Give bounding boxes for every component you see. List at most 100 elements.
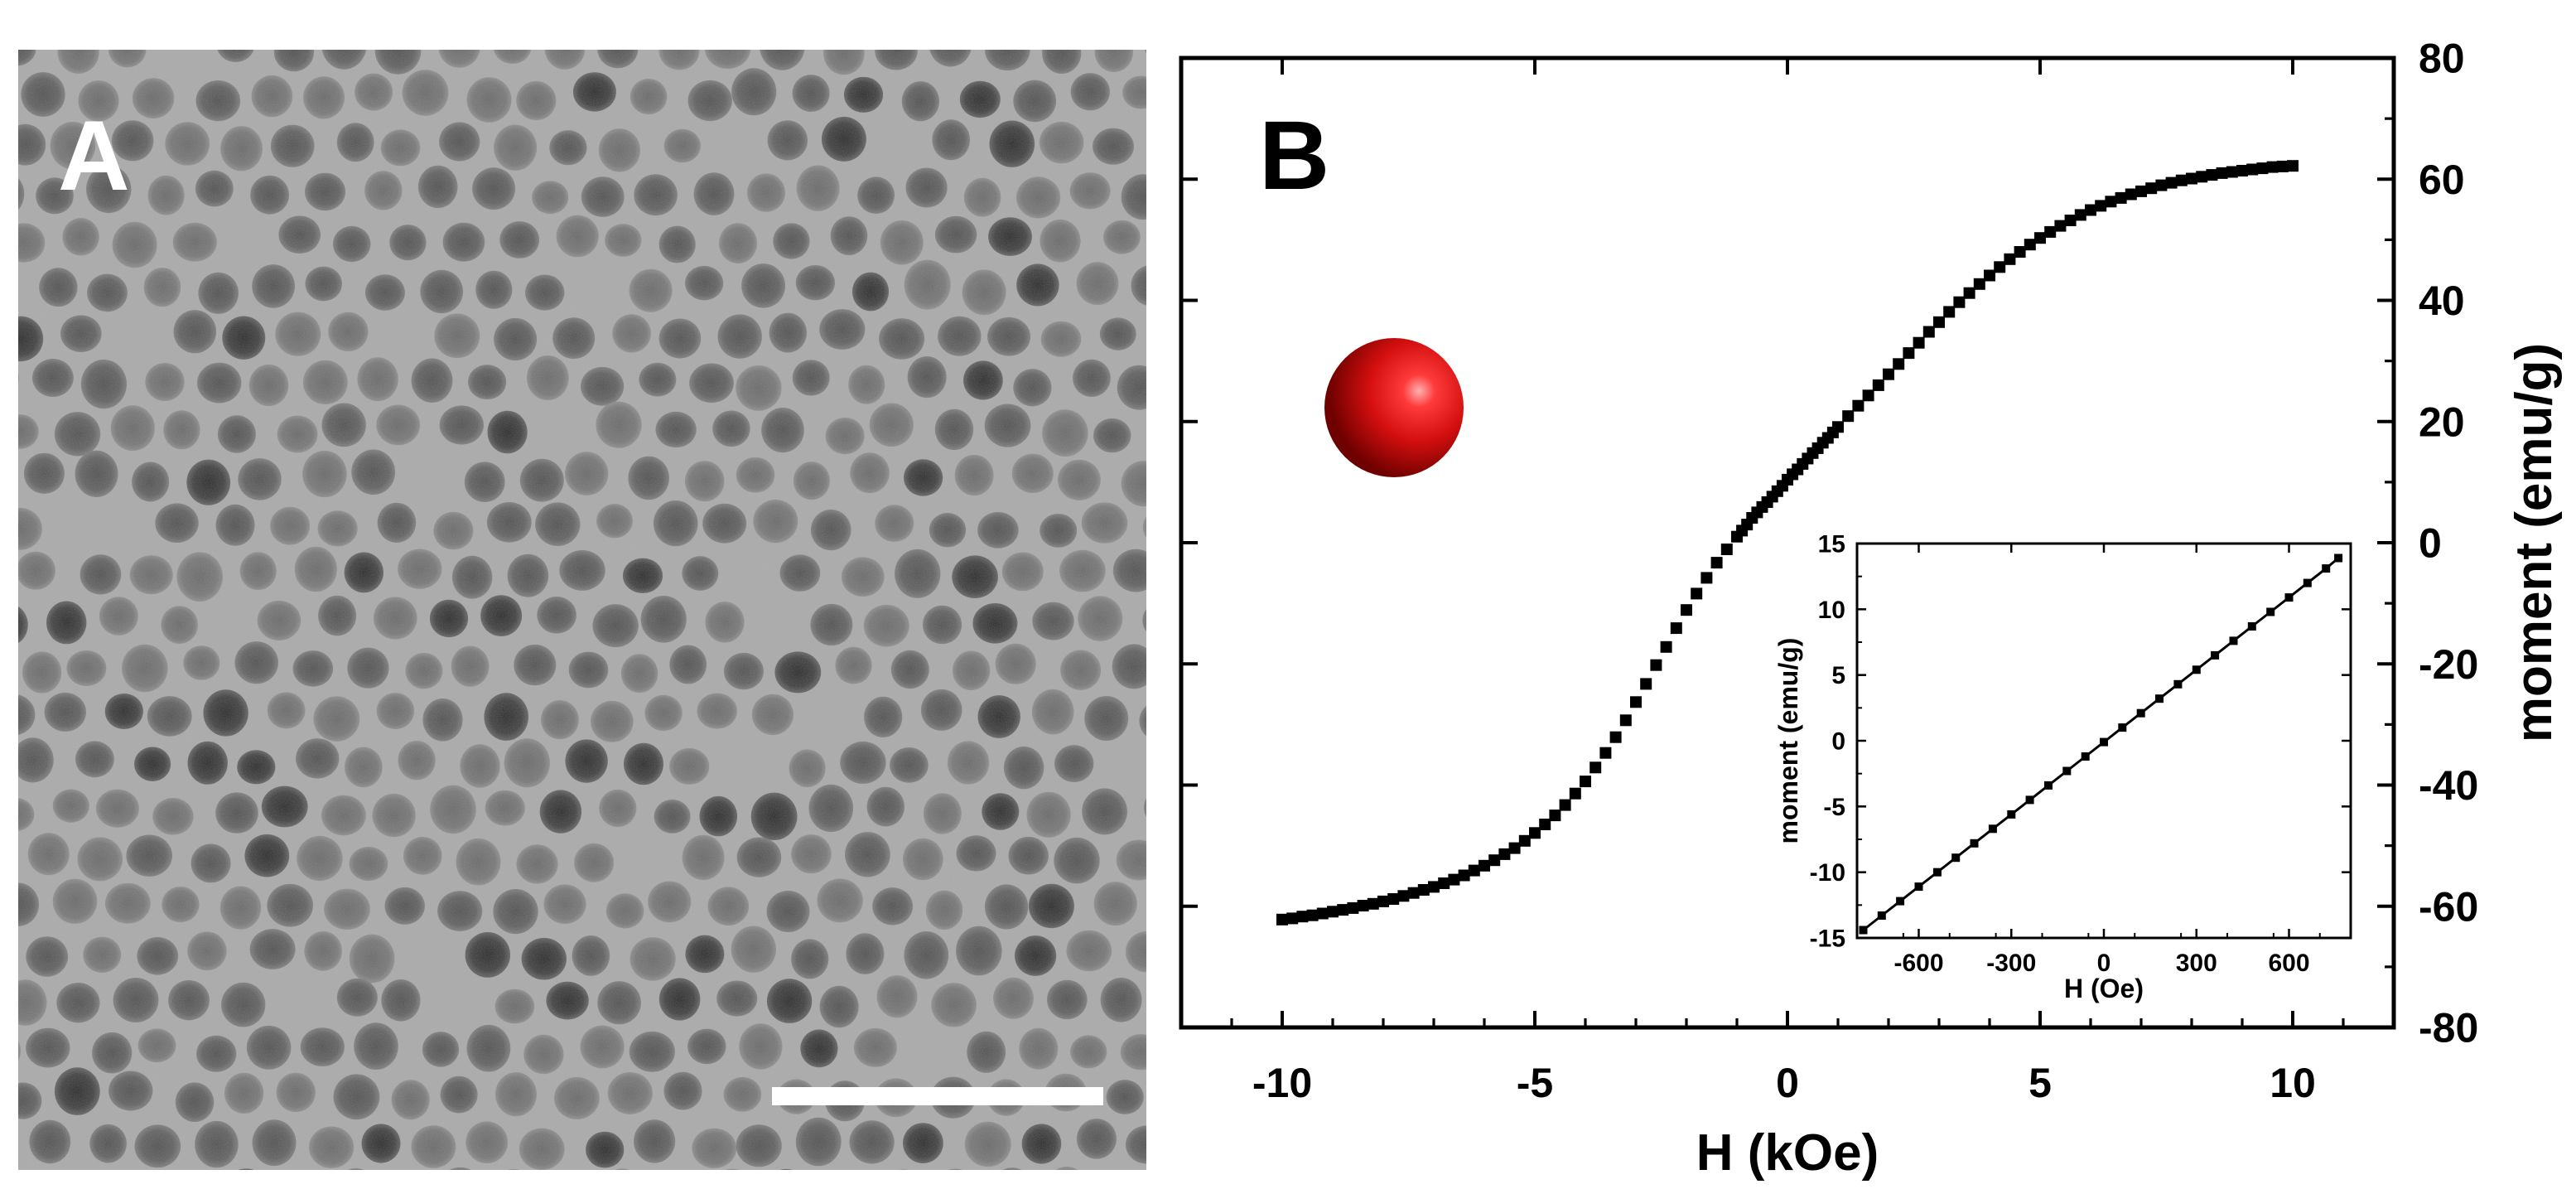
- data-point: [1438, 877, 1450, 889]
- data-point: [1630, 696, 1642, 708]
- x-tick-label: -10: [1252, 1060, 1312, 1106]
- data-point: [1276, 913, 1288, 926]
- data-point: [1417, 884, 1430, 896]
- tem-image: [18, 50, 1146, 1170]
- x-tick-label: -5: [1517, 1060, 1553, 1106]
- data-point: [1700, 572, 1713, 584]
- data-point: [1508, 842, 1521, 854]
- y-tick-label: -15: [1810, 926, 1845, 953]
- data-point: [1913, 336, 1925, 349]
- y-tick-label: 10: [1818, 597, 1845, 624]
- y-tick-label: 20: [2419, 399, 2465, 445]
- x-tick-label: 600: [2268, 950, 2309, 977]
- data-point: [2081, 752, 2090, 761]
- x-tick-label: 10: [2270, 1060, 2316, 1106]
- data-point: [2085, 204, 2096, 216]
- data-point: [2155, 179, 2168, 191]
- x-tick-label: -600: [1893, 950, 1943, 977]
- data-point: [1377, 895, 1389, 907]
- data-point: [1327, 906, 1339, 918]
- x-axis-title: H (kOe): [1696, 1124, 1879, 1182]
- data-point: [2125, 188, 2137, 201]
- data-point: [2226, 166, 2238, 178]
- data-point: [1932, 868, 1942, 877]
- data-point: [2118, 723, 2127, 732]
- data-point: [2064, 215, 2077, 226]
- data-point: [1970, 839, 1979, 848]
- data-point: [2186, 172, 2197, 185]
- data-point: [1609, 731, 1622, 743]
- data-point: [2303, 578, 2312, 587]
- data-point: [2334, 553, 2343, 563]
- data-point: [1842, 410, 1855, 423]
- data-point: [1539, 819, 1551, 830]
- scale-bar: [772, 1087, 1103, 1105]
- panel-label-a: A: [58, 100, 130, 211]
- data-point: [1883, 368, 1894, 380]
- data-point: [1549, 810, 1561, 822]
- x-tick-label: 0: [2097, 950, 2111, 977]
- data-point: [2004, 253, 2016, 265]
- data-point: [1933, 316, 1945, 328]
- tem-micrograph: A: [18, 50, 1146, 1170]
- data-point: [1306, 909, 1319, 921]
- y-tick-label: 60: [2419, 157, 2465, 203]
- data-point: [1448, 873, 1460, 886]
- data-point: [2284, 593, 2294, 602]
- data-point: [1599, 747, 1612, 759]
- y-tick-label: 5: [1831, 662, 1845, 689]
- y-tick-label: -80: [2419, 1005, 2478, 1051]
- data-point: [1988, 824, 1997, 834]
- data-point: [2034, 232, 2046, 244]
- data-point: [2007, 810, 2016, 819]
- data-point: [1681, 604, 1692, 616]
- panel-label-b: B: [1259, 101, 1329, 210]
- data-point: [1973, 278, 1985, 290]
- data-point: [1943, 306, 1956, 318]
- data-point: [1569, 787, 1581, 800]
- data-point: [2256, 162, 2269, 175]
- data-point: [2025, 795, 2034, 805]
- data-point: [2062, 766, 2072, 776]
- y-tick-label: -60: [2419, 883, 2478, 930]
- data-point: [2044, 225, 2057, 238]
- data-point: [1397, 890, 1410, 902]
- data-point: [2105, 196, 2117, 208]
- data-point: [2173, 679, 2183, 689]
- x-tick-label: 5: [2028, 1060, 2052, 1106]
- data-point: [2115, 191, 2127, 204]
- data-point: [1529, 827, 1541, 839]
- data-point: [1896, 897, 1905, 906]
- data-point: [2136, 708, 2145, 718]
- data-point: [1877, 911, 1886, 920]
- data-point: [2236, 165, 2248, 176]
- data-point: [1428, 881, 1440, 893]
- data-point: [1286, 912, 1299, 925]
- data-point: [1691, 587, 1703, 600]
- data-point: [2206, 169, 2218, 181]
- data-point: [1619, 714, 1632, 727]
- data-point: [1660, 640, 1672, 653]
- data-point: [1347, 901, 1359, 914]
- data-point: [1407, 887, 1420, 899]
- data-point: [2014, 246, 2026, 258]
- y-tick-label: -10: [1810, 859, 1845, 887]
- x-tick-label: 300: [2176, 950, 2217, 977]
- y-tick-label: 0: [1831, 728, 1845, 756]
- y-tick-label: 15: [1818, 531, 1845, 558]
- data-point: [1337, 904, 1349, 916]
- x-tick-label: -300: [1986, 950, 2036, 977]
- y-tick-label: 80: [2419, 36, 2465, 82]
- data-point: [1367, 897, 1379, 910]
- data-point: [2211, 650, 2220, 660]
- data-point: [2322, 564, 2331, 573]
- data-point: [2145, 182, 2158, 195]
- data-point: [1316, 907, 1329, 920]
- data-point: [2192, 665, 2201, 674]
- data-point: [1984, 269, 1995, 282]
- y-tick-label: 0: [2419, 520, 2442, 567]
- data-point: [2054, 220, 2067, 232]
- data-point: [1872, 379, 1884, 391]
- data-point: [2024, 239, 2036, 251]
- data-point: [1670, 622, 1682, 635]
